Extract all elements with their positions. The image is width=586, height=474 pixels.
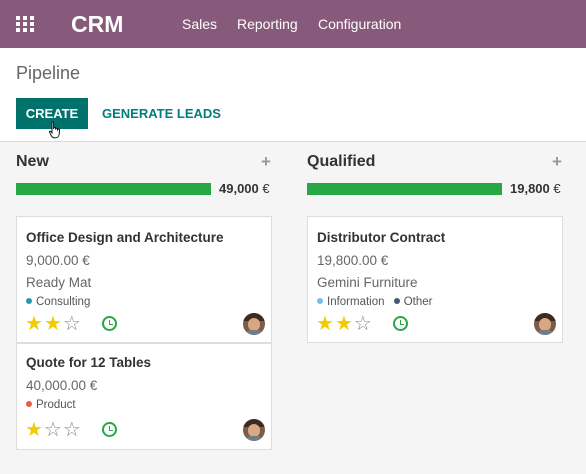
- tag-dot-icon: [26, 298, 32, 304]
- star-filled-icon[interactable]: ★: [43, 313, 63, 335]
- column-progress-bar[interactable]: [307, 183, 502, 195]
- avatar: [243, 419, 265, 441]
- priority-stars[interactable]: ★★☆: [25, 314, 82, 334]
- tag-dot-icon: [26, 401, 32, 407]
- breadcrumb: Pipeline: [16, 63, 81, 83]
- activity-clock-icon[interactable]: [102, 316, 117, 331]
- tag-label: Information: [327, 296, 385, 308]
- opportunity-card[interactable]: Office Design and Architecture 9,000.00 …: [16, 216, 272, 343]
- menu-reporting[interactable]: Reporting: [237, 16, 298, 32]
- activity-clock-icon[interactable]: [102, 422, 117, 437]
- tag: Consulting: [26, 296, 90, 308]
- activity-clock-icon[interactable]: [393, 316, 408, 331]
- star-empty-icon[interactable]: ☆: [62, 313, 82, 335]
- app-title[interactable]: CRM: [71, 11, 124, 37]
- tag: Other: [393, 296, 433, 308]
- star-filled-icon[interactable]: ★: [316, 313, 335, 335]
- column-progress-bar[interactable]: [16, 183, 211, 195]
- avatar: [243, 313, 265, 335]
- progress-fill: [16, 183, 211, 195]
- star-filled-icon[interactable]: ★: [25, 419, 44, 441]
- add-card-icon[interactable]: +: [552, 152, 562, 171]
- card-name: Office Design and Architecture: [26, 230, 224, 245]
- tag-label: Consulting: [36, 296, 91, 308]
- priority-stars[interactable]: ★★☆: [316, 314, 373, 334]
- column-total: 49,000 €: [219, 181, 270, 196]
- star-empty-icon[interactable]: ☆: [62, 419, 82, 441]
- control-panel: Pipeline CREATE GENERATE LEADS: [0, 48, 586, 142]
- column-total-currency: €: [262, 181, 270, 196]
- tag: Information: [317, 296, 385, 308]
- add-card-icon[interactable]: +: [261, 152, 271, 171]
- card-customer: Ready Mat: [26, 275, 92, 290]
- star-filled-icon[interactable]: ★: [334, 313, 354, 335]
- progress-fill: [307, 183, 502, 195]
- card-revenue: 40,000.00 €: [26, 378, 98, 393]
- column-total-currency: €: [553, 181, 561, 196]
- priority-stars[interactable]: ★☆☆: [25, 420, 82, 440]
- menu-sales[interactable]: Sales: [182, 16, 218, 32]
- card-revenue: 9,000.00 €: [26, 253, 90, 268]
- top-navbar: CRM Sales Reporting Configuration: [0, 0, 586, 48]
- card-customer: Gemini Furniture: [317, 275, 418, 290]
- avatar: [534, 313, 556, 335]
- tag-label: Other: [403, 296, 433, 308]
- tag: Product: [26, 399, 76, 411]
- star-empty-icon[interactable]: ☆: [43, 419, 63, 441]
- column-title-qualified: Qualified: [307, 153, 376, 170]
- column-total: 19,800 €: [510, 181, 561, 196]
- card-tags: Consulting: [26, 296, 96, 308]
- generate-leads-button[interactable]: GENERATE LEADS: [102, 106, 221, 121]
- column-total-amount: 19,800: [510, 181, 550, 196]
- hand-cursor-icon: [49, 121, 60, 139]
- card-name: Quote for 12 Tables: [26, 355, 152, 370]
- card-revenue: 19,800.00 €: [317, 253, 389, 268]
- app-grid-icon[interactable]: [16, 16, 34, 32]
- opportunity-card[interactable]: Distributor Contract 19,800.00 € Gemini …: [307, 216, 563, 343]
- star-empty-icon[interactable]: ☆: [353, 313, 373, 335]
- card-tags: Information Other: [317, 296, 439, 308]
- opportunity-card[interactable]: Quote for 12 Tables 40,000.00 € Product …: [16, 343, 272, 450]
- card-name: Distributor Contract: [317, 230, 446, 245]
- column-total-amount: 49,000: [219, 181, 259, 196]
- menu-configuration[interactable]: Configuration: [318, 16, 402, 32]
- star-filled-icon[interactable]: ★: [25, 313, 44, 335]
- tag-dot-icon: [393, 298, 400, 304]
- card-tags: Product: [26, 399, 82, 411]
- tag-label: Product: [36, 399, 76, 411]
- column-title-new: New: [16, 153, 49, 170]
- tag-dot-icon: [317, 298, 323, 304]
